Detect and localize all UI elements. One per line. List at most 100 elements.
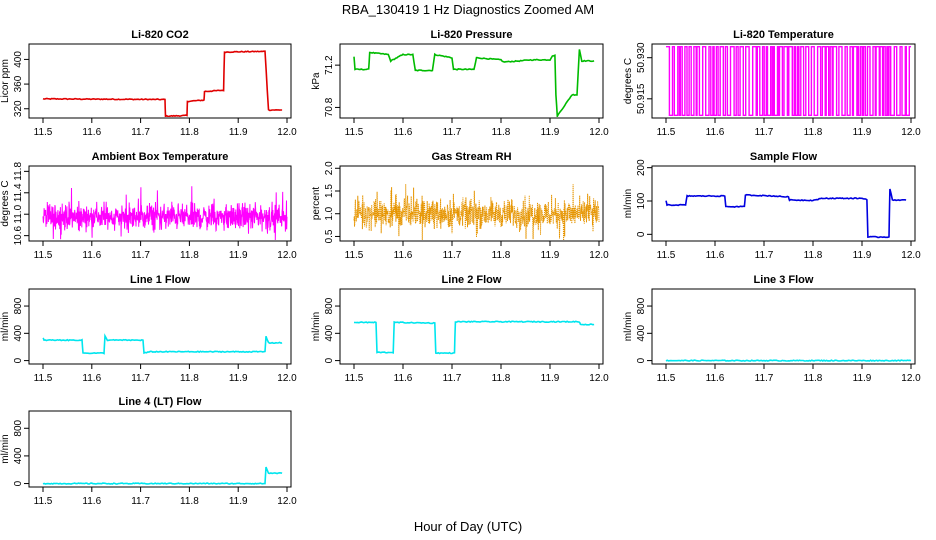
y-tick-label: 1.5	[324, 184, 335, 198]
plot-frame	[339, 288, 604, 365]
panel-title: Li-820 Temperature	[733, 29, 834, 41]
series-line	[42, 186, 288, 240]
x-tick-label: 12.0	[589, 373, 609, 384]
plot-frame	[651, 288, 916, 365]
plot-frame	[28, 410, 292, 488]
series-line	[42, 466, 283, 485]
panel-title: Line 3 Flow	[754, 274, 814, 286]
plot-frame	[339, 43, 604, 119]
x-tick-label: 11.7	[443, 127, 462, 138]
x-tick-label: 11.9	[853, 127, 872, 138]
panel-title: Line 1 Flow	[130, 274, 190, 286]
y-tick-label: 320	[13, 100, 24, 117]
x-tick-label: 11.9	[541, 373, 560, 384]
series-line	[353, 183, 600, 240]
panel-9: Line 3 Flow ml/min 11.5 11.6 11.7 11.8 11.9 12.…	[623, 274, 921, 384]
y-tick-label: 400	[324, 325, 335, 342]
x-tick-label: 11.8	[492, 127, 511, 138]
y-tick-label: 0	[636, 231, 647, 237]
panel-title: Li-820 CO2	[131, 29, 188, 41]
panel-8: Line 2 Flow ml/min 11.5 11.6 11.7 11.8 11.9 12.…	[311, 274, 609, 384]
x-tick-label: 11.9	[541, 250, 560, 261]
x-tick-label: 11.6	[82, 373, 101, 384]
panel-title: Li-820 Pressure	[431, 29, 513, 41]
y-tick-label: 1.0	[324, 206, 335, 220]
panel-3: Li-820 Temperature degrees C 11.5 11.6 11.7 1…	[623, 29, 921, 138]
panel-title: Line 4 (LT) Flow	[119, 396, 202, 408]
y-tick-label: 50.915	[636, 83, 647, 114]
x-tick-label: 11.6	[82, 250, 101, 261]
x-tick-label: 11.7	[755, 250, 774, 261]
x-tick-label: 11.8	[180, 250, 199, 261]
x-tick-label: 11.9	[853, 373, 872, 384]
x-tick-label: 12.0	[901, 250, 921, 261]
y-tick-label: 11.0	[13, 204, 24, 223]
y-tick-label: 400	[13, 325, 24, 342]
panel-title: Line 2 Flow	[442, 274, 502, 286]
x-tick-label: 11.6	[82, 496, 101, 507]
x-tick-label: 12.0	[277, 250, 297, 261]
panel-1: Li-820 CO2 Licor ppm 11.5 11.6 11.7 11.8 11.9 1…	[0, 29, 297, 138]
x-tick-label: 11.9	[541, 127, 560, 138]
y-axis-label: degrees C	[0, 180, 11, 226]
panel-title: Ambient Box Temperature	[92, 151, 229, 163]
y-tick-label: 800	[13, 297, 24, 314]
x-tick-label: 11.5	[34, 496, 53, 507]
y-tick-label: 11.8	[13, 162, 24, 181]
x-tick-label: 11.8	[492, 250, 511, 261]
x-tick-label: 11.5	[657, 250, 676, 261]
panels: Li-820 CO2 Licor ppm 11.5 11.6 11.7 11.8 11.9 1…	[0, 29, 921, 507]
y-tick-label: 0	[13, 357, 24, 363]
y-tick-label: 71.2	[324, 55, 335, 75]
x-tick-label: 11.8	[804, 373, 823, 384]
x-tick-label: 11.8	[180, 127, 199, 138]
y-tick-label: 100	[636, 192, 647, 209]
x-tick-label: 11.5	[34, 250, 53, 261]
y-tick-label: 360	[13, 75, 24, 92]
y-axis-label: ml/min	[623, 189, 634, 218]
x-tick-label: 11.7	[131, 127, 150, 138]
plot-frame	[339, 165, 604, 242]
y-axis-label: ml/min	[311, 312, 322, 341]
y-tick-label: 400	[636, 325, 647, 342]
x-tick-label: 11.5	[657, 373, 676, 384]
y-tick-label: 400	[13, 447, 24, 464]
x-tick-label: 11.9	[229, 127, 248, 138]
plot-frame	[651, 43, 916, 119]
x-tick-label: 11.5	[34, 373, 53, 384]
x-tick-label: 11.8	[492, 373, 511, 384]
x-tick-label: 11.7	[443, 250, 462, 261]
series-line	[666, 46, 911, 116]
x-tick-label: 11.6	[706, 250, 725, 261]
x-tick-label: 11.5	[345, 250, 364, 261]
x-tick-label: 11.7	[131, 373, 150, 384]
x-tick-label: 11.9	[853, 250, 872, 261]
figure-xlabel: Hour of Day (UTC)	[414, 519, 522, 534]
x-tick-label: 11.7	[131, 496, 150, 507]
x-tick-label: 11.6	[394, 127, 413, 138]
x-tick-label: 11.8	[804, 127, 823, 138]
x-tick-label: 11.8	[180, 373, 199, 384]
x-tick-label: 12.0	[901, 127, 921, 138]
y-tick-label: 0	[324, 357, 335, 363]
y-axis-label: ml/min	[623, 312, 634, 341]
y-tick-label: 0	[636, 357, 647, 363]
figure-title: RBA_130419 1 Hz Diagnostics Zoomed AM	[342, 2, 594, 17]
y-tick-label: 800	[13, 419, 24, 436]
y-axis-label: Licor ppm	[0, 59, 11, 103]
y-tick-label: 0	[13, 480, 24, 486]
panel-2: Li-820 Pressure kPa 11.5 11.6 11.7 11.8 11.9 12…	[311, 29, 609, 138]
series-line	[42, 50, 283, 117]
x-tick-label: 11.5	[34, 127, 53, 138]
x-tick-label: 11.6	[394, 373, 413, 384]
series-line	[353, 320, 595, 355]
y-axis-label: ml/min	[0, 312, 11, 341]
y-tick-label: 0.5	[324, 229, 335, 243]
x-tick-label: 11.6	[706, 127, 725, 138]
series-line	[665, 188, 907, 239]
series-line	[42, 333, 283, 355]
panel-5: Gas Stream RH percent 11.5 11.6 11.7 11.8 11.9…	[311, 151, 609, 261]
panel-6: Sample Flow ml/min 11.5 11.6 11.7 11.8 11.9 12.…	[623, 151, 921, 261]
x-tick-label: 11.6	[82, 127, 101, 138]
